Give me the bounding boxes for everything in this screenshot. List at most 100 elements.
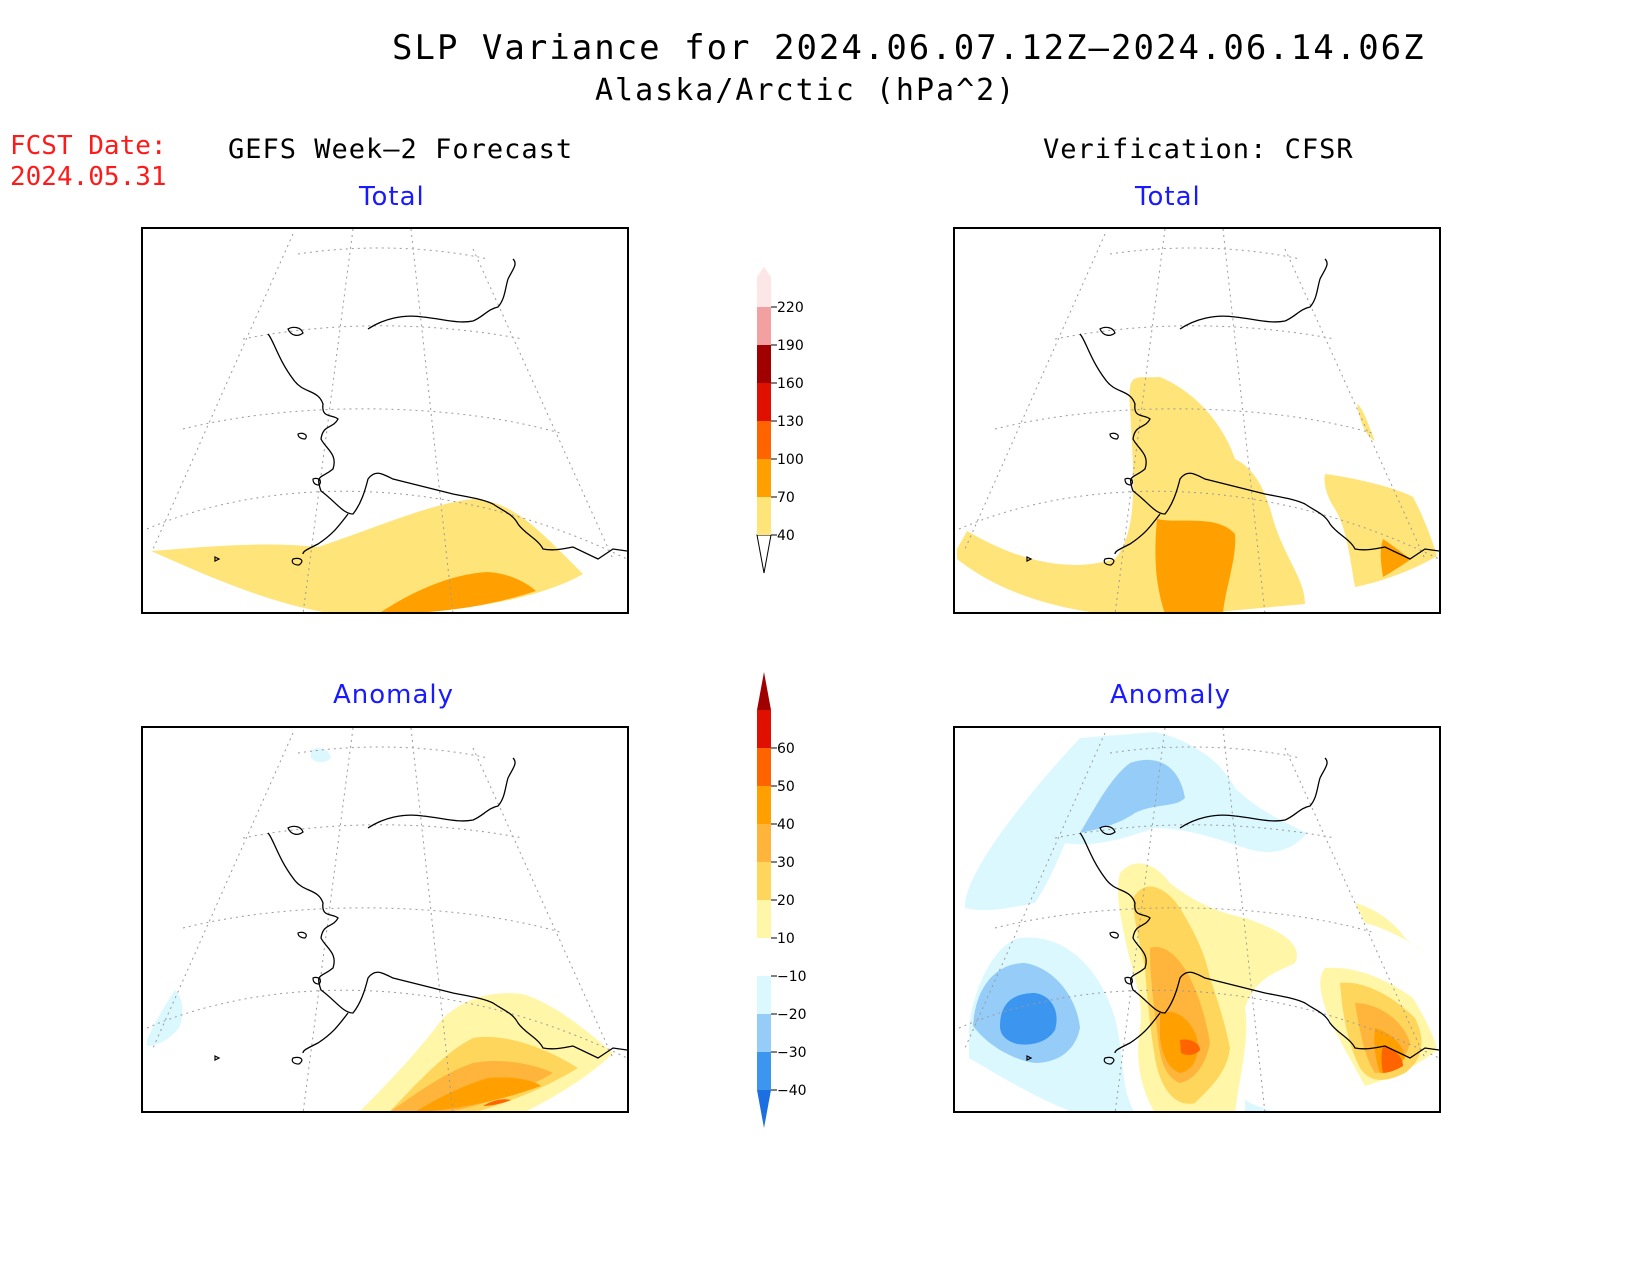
island-outline: [291, 1056, 303, 1065]
shading-anomaly-positive: [359, 993, 613, 1111]
coastline: [214, 757, 627, 1065]
map-graticule: [146, 728, 627, 1111]
graticule-line: [1284, 747, 1426, 1059]
total-40-region-east: [1324, 474, 1437, 587]
map-gefs-total: [141, 227, 629, 614]
column-title-gefs: GEFS Week–2 Forecast: [228, 134, 574, 165]
island-outline: [1099, 326, 1116, 336]
graticule-line: [302, 728, 354, 1111]
shading-total-70: [381, 572, 536, 612]
colorbar-total-tick-label: 190: [777, 338, 804, 354]
coastline-path: [1079, 757, 1439, 1059]
colorbar-total-cell: [757, 421, 771, 459]
anom-m20-region-north: [1080, 759, 1185, 833]
island-outline: [291, 557, 303, 566]
graticule-line: [146, 989, 627, 1059]
colorbar-anomaly: −40 −30 −20 −10 10 20 30 40 50 60: [745, 672, 825, 1130]
coastline-path: [267, 757, 627, 1059]
island-outline: [297, 931, 307, 939]
colorbar-total-tick-label: 40: [777, 528, 795, 544]
anom-m10-region-south: [1245, 1100, 1271, 1111]
map-gefs-anomaly: [141, 726, 629, 1113]
island-outline: [1124, 976, 1134, 985]
colorbar-anomaly-cell: [757, 786, 771, 824]
colorbar-anomaly-tick-label: −40: [777, 1083, 807, 1099]
colorbar-anomaly-tick-label: 40: [777, 817, 795, 833]
graticule-line: [410, 229, 454, 612]
island-outline: [312, 477, 322, 486]
colorbar-total-cell: [757, 345, 771, 383]
map-graticule: [958, 229, 1439, 612]
island-outline: [312, 976, 322, 985]
colorbar-anomaly-cell: [757, 938, 771, 976]
island-outline: [1026, 556, 1033, 562]
colorbar-anomaly-cell: [757, 976, 771, 1014]
map-graticule: [146, 229, 627, 612]
island-outline: [287, 825, 304, 835]
colorbar-anomaly-tick-label: 30: [777, 855, 795, 871]
anom-m30-region: [1000, 993, 1057, 1045]
graticule-line: [1222, 728, 1266, 1111]
panel-label-cfsr-anomaly: Anomaly: [1110, 680, 1232, 710]
anom-50-region: [483, 1099, 511, 1106]
graticule-line: [297, 247, 489, 260]
coastline-path: [1079, 258, 1439, 560]
colorbar-anomaly-tick-label: −10: [777, 969, 807, 985]
island-outline: [214, 556, 221, 562]
colorbar-total-cell: [757, 267, 771, 307]
colorbar-anomaly-tick-label: 60: [777, 741, 795, 757]
graticule-line: [964, 233, 1106, 550]
colorbar-anomaly-tick-label: 10: [777, 931, 795, 947]
colorbar-total-tick-label: 160: [777, 376, 804, 392]
coastline: [214, 258, 627, 566]
coastline: [1026, 757, 1439, 1065]
total-70-region-main: [1155, 519, 1236, 612]
island-outline: [214, 1055, 221, 1061]
graticule-line: [410, 728, 454, 1111]
shading-anomaly-negative: [147, 748, 331, 1046]
graticule-line: [242, 824, 524, 839]
island-outline: [1124, 477, 1134, 486]
colorbar-total-cell: [757, 383, 771, 421]
graticule-line: [472, 747, 614, 1059]
forecast-date: FCST Date: 2024.05.31: [10, 131, 167, 193]
total-40-region-ne: [1357, 404, 1375, 441]
colorbar-anomaly-cell: [757, 710, 771, 748]
graticule-line: [958, 989, 1439, 1059]
colorbar-anomaly-cell: [757, 900, 771, 938]
island-outline: [1099, 825, 1116, 835]
colorbar-anomaly-cell: [757, 862, 771, 900]
colorbar-total-tick-label: 130: [777, 414, 804, 430]
colorbar-anomaly-tick-label: 20: [777, 893, 795, 909]
colorbar-total-cell: [757, 459, 771, 497]
graticule-line: [1284, 248, 1426, 560]
anom-40-region-main: [1160, 1011, 1198, 1073]
colorbar-anomaly-cell: [757, 1052, 771, 1090]
forecast-date-label: FCST Date:: [10, 131, 167, 161]
graticule-line: [242, 325, 524, 340]
anom-m10-region-north: [964, 732, 1307, 911]
colorbar-total-cell: [757, 497, 771, 535]
colorbar-anomaly-tick-label: 50: [777, 779, 795, 795]
colorbar-total-tail: [756, 534, 772, 574]
graticule-line: [958, 490, 1439, 560]
anom-50-region-main: [1180, 1039, 1200, 1055]
island-outline: [1109, 432, 1119, 440]
figure-title: SLP Variance for 2024.06.07.12Z–2024.06.…: [392, 28, 1426, 68]
colorbar-anomaly-tick-label: −20: [777, 1007, 807, 1023]
graticule-line: [994, 907, 1376, 934]
graticule-line: [182, 408, 564, 435]
colorbar-anomaly-cell: [757, 748, 771, 786]
graticule-line: [182, 907, 564, 934]
colorbar-total-cell: [757, 307, 771, 345]
colorbar-total-svg: 40 70 100 130 160 190 220: [756, 267, 804, 574]
panel-label-cfsr-total: Total: [1135, 182, 1201, 212]
graticule-line: [472, 248, 614, 560]
colorbar-anomaly-tick-label: −30: [777, 1045, 807, 1061]
forecast-date-value: 2024.05.31: [10, 162, 167, 192]
graticule-line: [1222, 229, 1266, 612]
colorbar-total-tick-label: 100: [777, 452, 804, 468]
colorbar-anomaly-svg: −40 −30 −20 −10 10 20 30 40 50 60: [757, 672, 807, 1128]
column-title-cfsr: Verification: CFSR: [1043, 134, 1354, 165]
colorbar-anomaly-cell: [757, 1014, 771, 1052]
